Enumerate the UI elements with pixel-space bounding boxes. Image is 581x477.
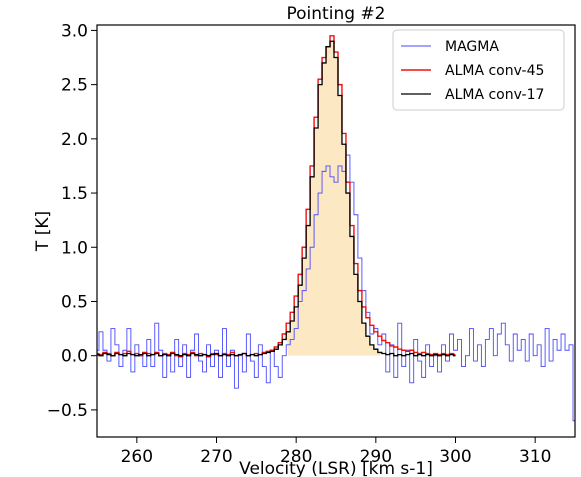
series-line-alma-conv-45	[97, 35, 456, 358]
plot-frame	[96, 24, 576, 438]
legend-label-alma-conv-45: ALMA conv-45	[445, 63, 544, 79]
legend: MAGMA ALMA conv-45 ALMA conv-17	[392, 29, 565, 111]
x-tick-label: 270	[200, 447, 232, 467]
x-tick-label: 310	[519, 447, 551, 467]
y-axis: −0.5 0.0 0.5 1.0 1.5 2.0 2.5 3.0	[47, 21, 97, 421]
y-tick-label: 2.5	[61, 76, 88, 96]
x-tick-label: 290	[360, 447, 392, 467]
y-tick-label: 1.0	[61, 238, 88, 258]
y-axis-label: T [K]	[33, 211, 53, 252]
chart-title: Pointing #2	[287, 4, 386, 24]
y-tick-label: 0.5	[61, 292, 88, 312]
y-tick-label: −0.5	[47, 401, 88, 421]
x-tick-label: 300	[439, 447, 471, 467]
series-line-magma	[97, 154, 575, 422]
legend-label-alma-conv-17: ALMA conv-17	[445, 87, 544, 103]
y-tick-label: 2.0	[61, 130, 88, 150]
x-axis-label: Velocity (LSR) [km s-1]	[239, 459, 433, 477]
legend-frame	[392, 29, 565, 111]
y-tick-label: 0.0	[61, 347, 88, 367]
y-tick-label: 3.0	[61, 21, 88, 41]
y-tick-label: 1.5	[61, 184, 88, 204]
x-tick-label: 280	[280, 447, 312, 467]
x-axis: 260 270 280 290 300 310	[121, 437, 551, 467]
series-line-alma-conv-17	[97, 40, 456, 357]
x-tick-label: 260	[121, 447, 153, 467]
legend-label-magma: MAGMA	[445, 39, 499, 55]
